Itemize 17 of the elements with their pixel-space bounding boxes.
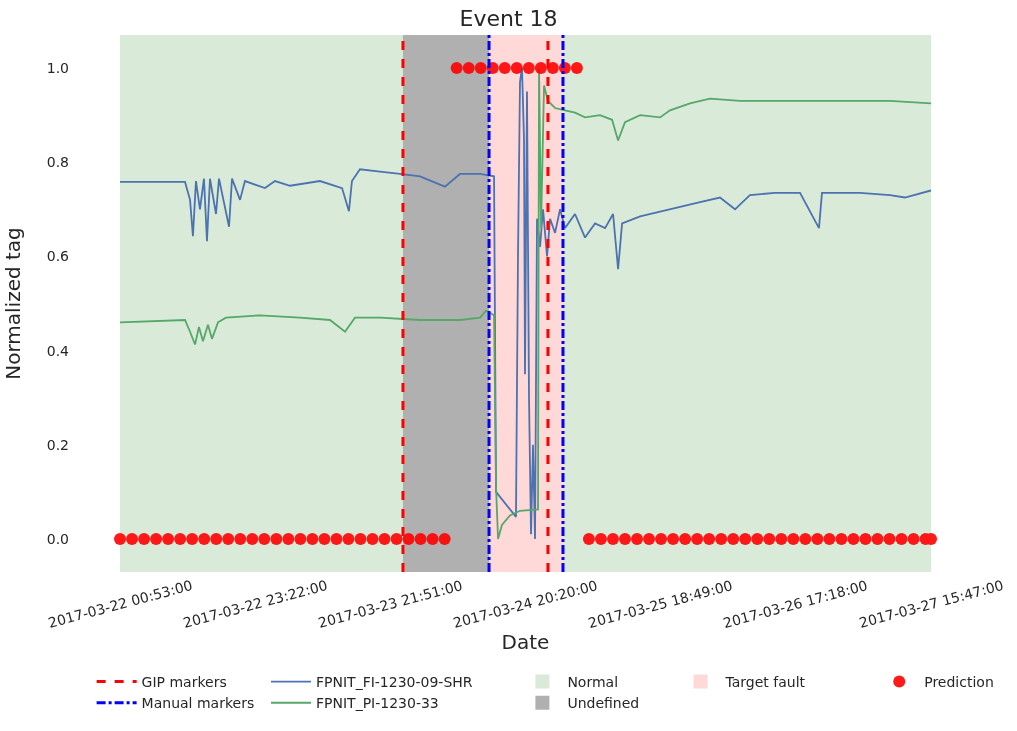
legend-label: GIP markers [141, 674, 227, 691]
y-tick-label: 0.6 [46, 248, 70, 265]
chart-title: Event 18 [459, 6, 558, 32]
y-tick-label: 1.0 [46, 59, 69, 76]
y-tick-label: 0.0 [46, 530, 69, 547]
legend-label: FPNIT_PI-1230-33 [315, 695, 439, 712]
legend-label: FPNIT_FI-1230-09-SHR [315, 674, 473, 691]
x-axis-title: Date [501, 629, 550, 654]
y-axis-title: Normalized tag [1, 227, 26, 380]
y-tick-label: 0.4 [46, 342, 70, 359]
legend-label: Target fault [724, 674, 806, 691]
legend-label: Normal [567, 674, 619, 691]
legend-label: Undefined [567, 695, 640, 712]
legend-label: Manual markers [141, 695, 255, 712]
legend-label: Prediction [924, 674, 994, 691]
y-tick-label: 0.2 [46, 436, 69, 453]
y-tick-label: 0.8 [46, 154, 69, 171]
